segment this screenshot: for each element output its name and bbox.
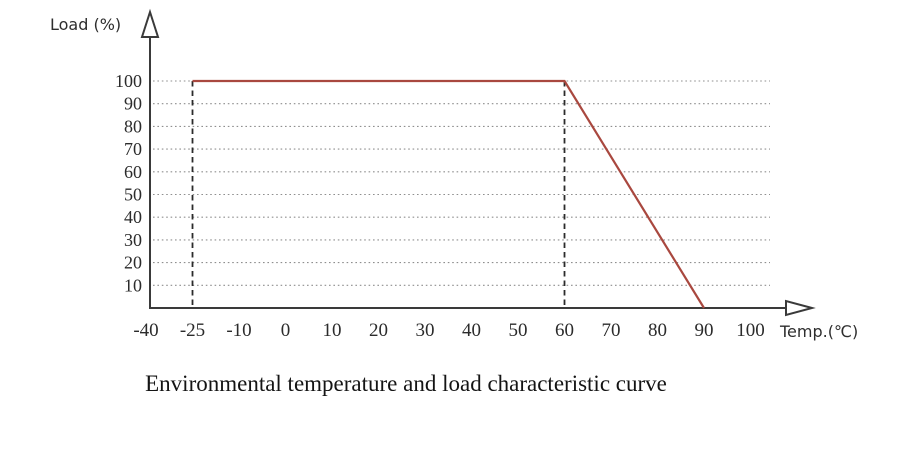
x-tick-30: 30 [416, 320, 435, 341]
x-tick--10: -10 [226, 320, 251, 341]
x-tick-20: 20 [369, 320, 388, 341]
load-vs-temperature [192, 79, 705, 309]
x-axis-arrow-icon [785, 299, 816, 317]
x-tick-60: 60 [555, 320, 574, 341]
y-tick-90: 90 [124, 94, 142, 114]
y-tick-10: 10 [124, 275, 142, 295]
x-tick-0: 0 [281, 320, 291, 341]
y-tick-30: 30 [124, 230, 142, 250]
y-tick-60: 60 [124, 162, 142, 182]
y-tick-80: 80 [124, 116, 142, 136]
x-tick-80: 80 [648, 320, 667, 341]
load-temp-chart: -40 -25 -10 0 10 20 30 40 50 60 70 80 90 100 10203040… [50, 8, 858, 341]
x-tick-50: 50 [509, 320, 528, 341]
x-tick--40: -40 [133, 320, 158, 341]
x-tick--25: -25 [180, 320, 205, 341]
y-axis-arrow-icon [140, 8, 160, 38]
y-tick-50: 50 [124, 185, 142, 205]
chart-caption: Environmental temperature and load chara… [145, 371, 667, 396]
x-tick-90: 90 [695, 320, 714, 341]
axes [140, 8, 816, 317]
y-tick-40: 40 [124, 207, 142, 227]
x-axis-label: Temp.(℃) [779, 322, 858, 341]
x-tick-70: 70 [602, 320, 621, 341]
gridlines [153, 80, 770, 286]
load-curve-layer [192, 79, 705, 309]
y-tick-70: 70 [124, 139, 142, 159]
x-tick-100: 100 [736, 320, 765, 341]
x-tick-40: 40 [462, 320, 481, 341]
y-tick-20: 20 [124, 253, 142, 273]
y-axis-label: Load (%) [50, 15, 121, 34]
x-tick-labels: -40 -25 -10 0 10 20 30 40 50 60 70 80 90 100 [133, 320, 764, 341]
x-tick-10: 10 [323, 320, 342, 341]
y-tick-100: 100 [115, 71, 142, 91]
